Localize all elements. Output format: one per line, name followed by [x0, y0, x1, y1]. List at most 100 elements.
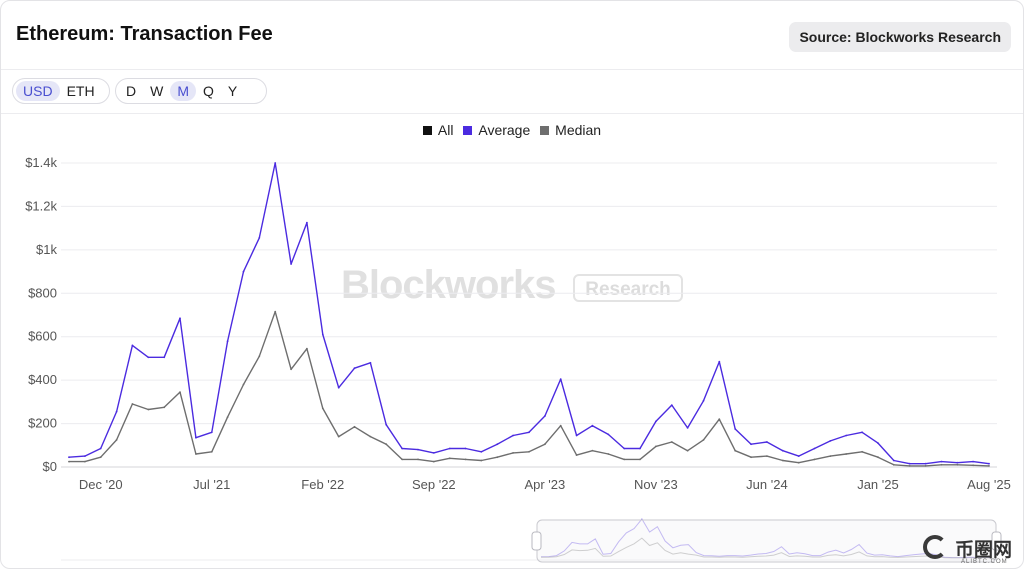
data-point-median: [290, 368, 292, 371]
data-point-median: [972, 464, 974, 467]
data-point-average: [670, 404, 673, 406]
period-option-q[interactable]: Q: [203, 83, 214, 99]
data-point-median: [718, 418, 721, 421]
data-point-average: [401, 447, 403, 450]
data-point-median: [242, 383, 245, 386]
x-tick-label: Feb '22: [301, 477, 344, 492]
data-point-average: [940, 460, 943, 463]
period-option-m[interactable]: M: [170, 81, 197, 101]
source-button[interactable]: Source: Blockworks Research: [789, 22, 1011, 52]
data-point-median: [591, 449, 594, 452]
legend-label-average: Average: [478, 122, 531, 138]
data-point-average: [845, 434, 848, 437]
data-point-median: [988, 465, 990, 467]
data-point-average: [861, 431, 863, 434]
data-point-median: [226, 416, 229, 418]
legend-item-average[interactable]: Average: [463, 122, 530, 138]
x-tick-label: Dec '20: [79, 477, 123, 492]
data-point-median: [258, 355, 261, 358]
y-tick-label: $600: [28, 329, 57, 344]
series-line-average: [68, 162, 990, 465]
data-point-median: [877, 456, 879, 459]
data-point-average: [797, 455, 800, 457]
data-point-median: [924, 465, 927, 467]
logo-subtext: ALIBTC.COM: [961, 559, 1008, 565]
plot-lines: [68, 162, 990, 467]
data-point-median: [655, 445, 657, 448]
data-point-average: [686, 427, 689, 429]
data-point-average: [195, 436, 197, 439]
data-point-median: [892, 463, 895, 466]
watermark-brand: Blockworks: [341, 263, 557, 307]
data-point-median: [147, 408, 150, 411]
navigator-handle-left[interactable]: [531, 531, 542, 551]
data-point-median: [496, 456, 499, 459]
data-point-median: [781, 459, 784, 462]
data-point-median: [464, 458, 467, 461]
data-point-average: [321, 333, 324, 336]
data-point-average: [655, 420, 657, 423]
x-tick-label: Jun '24: [746, 477, 788, 492]
data-point-median: [861, 450, 863, 453]
data-point-median: [448, 457, 451, 460]
data-point-median: [210, 450, 213, 453]
data-point-average: [226, 340, 229, 342]
y-tick-label: $1k: [36, 242, 57, 257]
data-point-average: [766, 441, 768, 443]
data-point-average: [480, 450, 483, 453]
period-option-d[interactable]: D: [126, 83, 137, 99]
data-point-median: [195, 453, 197, 455]
currency-option-usd[interactable]: USD: [16, 81, 60, 101]
data-point-average: [337, 386, 340, 389]
series-line-median: [69, 311, 990, 467]
x-tick-label: Jan '25: [857, 477, 899, 492]
data-point-median: [956, 463, 959, 466]
data-point-average: [512, 434, 514, 437]
x-tick-label: Aug '25: [967, 477, 1011, 492]
data-point-average: [99, 447, 102, 450]
legend-item-median[interactable]: Median: [540, 122, 601, 138]
chart-toolbar: USD ETH D W M Q Y: [1, 70, 1023, 114]
data-point-median: [813, 458, 816, 461]
data-point-average: [210, 431, 213, 434]
data-point-median: [639, 458, 641, 461]
data-point-average: [956, 461, 959, 464]
data-point-average: [242, 270, 245, 273]
y-tick-label: $200: [28, 416, 57, 431]
data-point-average: [924, 462, 927, 465]
x-tick-label: Nov '23: [634, 477, 678, 492]
data-point-median: [68, 460, 70, 463]
data-point-median: [528, 450, 530, 453]
x-tick-label: Apr '23: [524, 477, 565, 492]
data-point-median: [353, 425, 356, 428]
data-point-average: [892, 459, 895, 462]
period-option-y[interactable]: Y: [227, 83, 238, 99]
data-point-average: [750, 443, 752, 446]
data-point-average: [353, 367, 356, 370]
data-point-median: [99, 456, 102, 459]
data-point-average: [432, 452, 435, 454]
data-point-average: [417, 448, 419, 451]
data-point-median: [163, 406, 166, 409]
navigator-handle-right[interactable]: [991, 531, 1002, 551]
data-point-average: [829, 440, 832, 442]
data-point-median: [337, 435, 340, 438]
data-point-average: [115, 410, 118, 413]
data-point-median: [575, 454, 578, 456]
data-point-median: [84, 460, 86, 463]
data-point-median: [369, 435, 372, 438]
data-point-median: [512, 452, 514, 454]
data-point-average: [68, 456, 70, 459]
data-point-average: [559, 378, 562, 380]
data-point-average: [813, 447, 816, 450]
period-option-w[interactable]: W: [150, 83, 164, 99]
data-point-average: [464, 447, 467, 450]
navigator-line-average: [540, 518, 992, 559]
currency-option-eth[interactable]: ETH: [66, 83, 95, 99]
data-point-average: [734, 428, 737, 430]
logo-ring-icon: [923, 535, 947, 559]
legend-item-all[interactable]: All: [422, 122, 453, 138]
data-point-median: [623, 458, 626, 461]
